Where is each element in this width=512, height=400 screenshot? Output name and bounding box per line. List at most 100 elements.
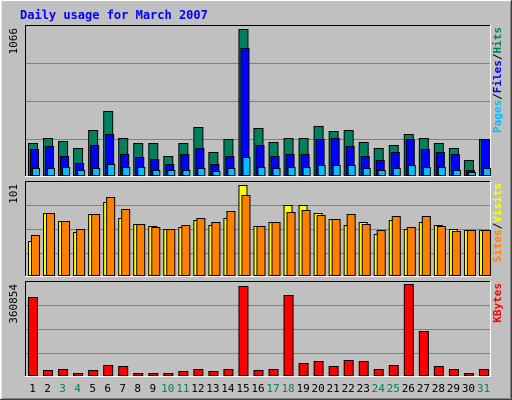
bar-kbytes-day-14 [223,369,234,376]
x-tick-label-day-16: 16 [251,382,264,395]
bar-sites-day-6 [106,197,116,276]
legend-part: Files [491,60,504,93]
bar-kbytes-day-10 [163,373,174,376]
x-tick-label-day-24: 24 [372,382,386,395]
bar-sites-day-1 [31,235,40,276]
x-tick-label-day-2: 2 [44,382,51,395]
bar-pages-day-13 [212,171,221,176]
bar-kbytes-day-26 [403,284,414,376]
bar-pages-day-21 [332,165,341,176]
bar-pages-day-11 [182,170,191,176]
bar-sites-day-17 [271,222,281,276]
x-tick-label-day-10: 10 [161,382,174,395]
x-tick-label-day-18: 18 [281,382,294,395]
bar-kbytes-day-2 [43,370,54,376]
bar-kbytes-day-12 [193,369,204,376]
bar-kbytes-day-25 [388,365,399,376]
y-max-label-kbytes: 360854 [7,284,20,324]
legend-kbytes: KBytes [491,283,504,323]
bar-sites-day-10 [166,229,176,276]
bar-sites-day-4 [76,229,86,276]
bar-sites-day-11 [181,225,191,276]
bar-kbytes-day-16 [253,370,264,376]
x-tick-label-day-17: 17 [266,382,279,395]
x-tick-label-day-25: 25 [387,382,400,395]
bar-sites-day-20 [316,215,326,276]
bar-kbytes-day-3 [58,369,69,376]
bar-sites-day-9 [151,227,161,276]
bar-kbytes-day-30 [463,373,474,376]
bar-pages-day-7 [122,167,131,176]
bar-kbytes-day-19 [298,363,309,376]
bar-kbytes-day-15 [238,286,249,376]
x-tick-label-day-30: 30 [462,382,475,395]
bar-sites-day-30 [466,230,476,276]
x-tick-label-day-3: 3 [59,382,66,395]
bar-sites-day-31 [481,230,491,276]
bar-pages-day-2 [47,168,56,176]
bar-kbytes-day-17 [268,369,279,376]
bar-pages-day-4 [77,170,86,176]
bar-kbytes-day-27 [418,331,429,376]
bar-kbytes-day-31 [478,369,489,376]
x-tick-label-day-1: 1 [29,382,36,395]
x-tick-label-day-26: 26 [402,382,415,395]
bar-kbytes-day-29 [448,369,459,376]
bar-kbytes-day-7 [118,366,129,376]
bar-sites-day-12 [196,218,206,276]
x-tick-label-day-4: 4 [74,382,81,395]
bar-pages-day-5 [92,168,101,176]
x-tick-label-day-28: 28 [432,382,445,395]
bar-pages-day-18 [287,167,296,176]
bar-sites-day-18 [286,212,296,276]
bar-pages-day-15 [242,157,251,176]
chart-title: Daily usage for March 2007 [20,8,208,22]
bar-kbytes-day-23 [358,361,369,376]
x-tick-label-day-29: 29 [447,382,460,395]
y-max-label-hits: 1066 [7,28,20,55]
x-tick-label-day-7: 7 [119,382,126,395]
bar-pages-day-27 [422,167,431,176]
bar-pages-day-19 [302,167,311,176]
bar-pages-day-9 [152,170,161,176]
bar-kbytes-day-21 [328,366,339,376]
x-tick-label-day-31: 31 [477,382,490,395]
x-tick-label-day-22: 22 [342,382,355,395]
x-tick-label-day-13: 13 [206,382,219,395]
legend-part: Pages [491,100,504,133]
bar-sites-day-21 [331,219,341,276]
x-tick-label-day-11: 11 [176,382,189,395]
bar-sites-day-24 [376,230,386,276]
legend-hits: Pages/Files/Hits [491,27,504,133]
panel-visits: 101 [7,181,491,277]
x-tick-label-day-27: 27 [417,382,430,395]
bar-sites-day-19 [301,210,311,276]
bar-pages-day-22 [347,165,356,176]
bar-pages-day-29 [452,170,461,176]
bar-sites-day-16 [256,226,266,276]
y-max-label-visits: 101 [7,184,20,204]
bar-files-day-15 [240,48,250,176]
x-tick-label-day-23: 23 [357,382,370,395]
x-tick-label-day-14: 14 [221,382,235,395]
legend-part: Sites [491,229,504,262]
bar-pages-day-26 [407,165,416,176]
bar-sites-day-8 [136,224,146,276]
bar-pages-day-14 [227,168,236,176]
x-tick-label-day-21: 21 [327,382,340,395]
bar-pages-day-8 [137,167,146,176]
bar-kbytes-day-24 [373,369,384,376]
bar-sites-day-22 [346,214,356,276]
bar-kbytes-day-5 [88,370,99,376]
legend-part: / [491,222,504,229]
x-tick-label-day-20: 20 [312,382,325,395]
bar-sites-day-2 [46,213,56,276]
legend-part: Hits [491,27,504,54]
bar-kbytes-day-11 [178,371,189,376]
bar-sites-day-26 [406,227,416,276]
bar-pages-day-25 [392,168,401,176]
bar-sites-day-15 [241,195,251,276]
panel-kbytes: 360854 [7,281,491,377]
x-tick-label-day-5: 5 [89,382,96,395]
bar-pages-day-31 [482,168,491,176]
